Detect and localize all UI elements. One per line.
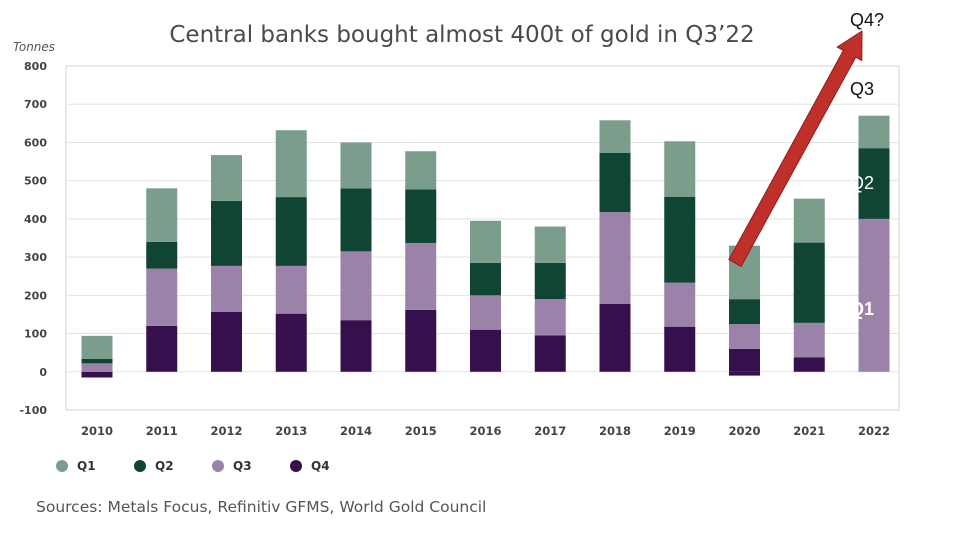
bar-segment-q3	[664, 282, 696, 327]
bar-segment-q4	[793, 357, 825, 372]
x-tick-label: 2011	[146, 424, 178, 438]
legend-label: Q1	[77, 459, 96, 473]
x-tick-label: 2015	[405, 424, 437, 438]
bar-segment-q2	[275, 197, 307, 266]
x-tick-label: 2014	[340, 424, 372, 438]
legend-label: Q3	[233, 459, 252, 473]
bar-segment-q1	[146, 188, 178, 242]
legend-marker-q1	[56, 460, 68, 472]
legend-marker-q2	[134, 460, 146, 472]
bar-segment-q2	[858, 148, 890, 219]
bar-segment-q4	[146, 325, 178, 372]
chart-title: Central banks bought almost 400t of gold…	[169, 22, 754, 48]
bar-segment-q2	[470, 262, 501, 296]
bar-segment-q1	[211, 155, 242, 201]
bar-segment-q2	[599, 152, 631, 213]
bar-segment-q4	[729, 348, 760, 372]
legend: Q1 Q2 Q3 Q4	[56, 459, 330, 473]
bar-segment-q3	[470, 295, 501, 330]
y-axis-ticks: -100 0 100 200 300 400 500 600 700 800	[19, 60, 47, 417]
bar-segment-q2	[793, 242, 825, 323]
bar-segment-q3	[275, 265, 307, 314]
legend-marker-q4	[290, 460, 302, 472]
bar-segment-q4	[340, 320, 372, 372]
y-tick-label: 700	[24, 98, 47, 111]
bar-segment-q2	[534, 262, 566, 300]
bar-segment-q3	[534, 299, 566, 336]
x-axis-ticks: 2010 2011 2012 2013 2014 2015 2016 2017 2018 2019…	[81, 424, 890, 438]
bar-segment-q1	[664, 141, 696, 197]
x-tick-label: 2018	[599, 424, 631, 438]
x-tick-label: 2012	[210, 424, 242, 438]
bar-segment-q2	[729, 299, 760, 324]
bar-segment-q3	[858, 218, 890, 372]
y-tick-label: 400	[24, 213, 47, 226]
bar-segment-q2	[664, 196, 696, 283]
y-tick-label: 500	[24, 175, 47, 188]
bar-segment-q1	[599, 120, 631, 153]
legend-marker-q3	[212, 460, 224, 472]
y-tick-label: 0	[39, 366, 47, 379]
y-tick-label: -100	[19, 404, 47, 417]
bar-segment-q1	[340, 142, 372, 189]
bar-segment-q2	[146, 241, 178, 269]
bar-segment-q1	[81, 335, 113, 359]
bar-segment-q4	[211, 311, 242, 372]
x-tick-label: 2016	[469, 424, 501, 438]
source-note: Sources: Metals Focus, Refinitiv GFMS, W…	[36, 498, 486, 516]
trend-arrow	[728, 30, 863, 268]
x-tick-label: 2021	[793, 424, 825, 438]
x-tick-label: 2013	[275, 424, 307, 438]
bar-segment-q2	[81, 358, 113, 364]
bar-segment-q3	[81, 363, 113, 372]
bar-segment-q1	[858, 115, 890, 149]
bar-segment-q2	[340, 188, 372, 252]
bar-segment-q2	[211, 200, 242, 266]
bar-segment-q3	[599, 212, 631, 304]
x-tick-label: 2010	[81, 424, 113, 438]
bars	[81, 115, 890, 378]
x-tick-label: 2020	[728, 424, 760, 438]
annotation-q1: Q1	[850, 299, 874, 319]
y-tick-label: 800	[24, 60, 47, 73]
x-tick-label: 2022	[858, 424, 890, 438]
bar-segment-q1	[534, 226, 566, 263]
bar-segment-q3	[405, 242, 437, 310]
plot-frame	[65, 65, 900, 411]
bar-segment-q3	[146, 268, 178, 326]
x-tick-label: 2017	[534, 424, 566, 438]
bar-segment-q2	[405, 189, 437, 243]
bar-segment-q1	[470, 220, 501, 263]
y-tick-label: 600	[24, 136, 47, 149]
bar-segment-q4	[275, 313, 307, 372]
legend-label: Q2	[155, 459, 174, 473]
bar-segment-q4	[81, 371, 113, 378]
bar-segment-q4-negative	[729, 371, 760, 376]
legend-label: Q4	[311, 459, 330, 473]
annotation-q4: Q4?	[850, 10, 884, 30]
annotation-q3: Q3	[850, 79, 874, 99]
bar-segment-q4	[470, 329, 501, 372]
annotation-q2: Q2	[850, 173, 874, 193]
bar-segment-q1	[275, 130, 307, 198]
bar-segment-q4	[599, 303, 631, 372]
bar-segment-q3	[211, 265, 242, 312]
y-tick-label: 200	[24, 289, 47, 302]
bar-segment-q1	[405, 151, 437, 190]
bar-segment-q1	[793, 198, 825, 243]
x-tick-label: 2019	[664, 424, 696, 438]
trend-arrow-shape	[728, 30, 863, 268]
y-tick-label: 300	[24, 251, 47, 264]
y-axis-label: Tonnes	[13, 40, 55, 54]
bar-segment-q4	[534, 335, 566, 372]
bar-segment-q4	[664, 326, 696, 372]
bar-segment-q3	[729, 324, 760, 349]
annotations: Q4? Q3 Q2 Q1	[850, 10, 884, 319]
bar-segment-q3	[793, 322, 825, 358]
bar-segment-q4	[405, 309, 437, 372]
y-tick-label: 100	[24, 328, 47, 341]
bar-segment-q3	[340, 251, 372, 321]
